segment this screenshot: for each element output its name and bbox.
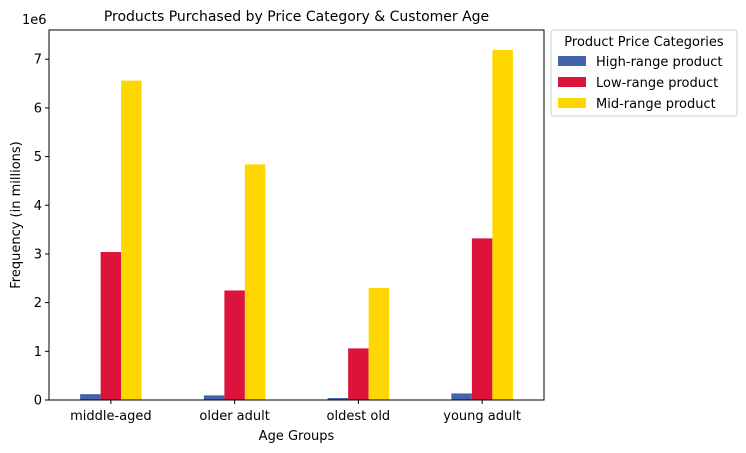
- chart-title: Products Purchased by Price Category & C…: [104, 9, 489, 25]
- bar-young-adult-3: [492, 49, 513, 401]
- legend-items: High-range product Low-range product Mid-r…: [558, 55, 723, 112]
- bar-young-adult-2: [471, 238, 493, 400]
- legend-swatch: [558, 98, 586, 108]
- bars-group: [80, 49, 513, 401]
- y-tick-label: 3: [34, 247, 42, 262]
- y-axis-label: Frequency (in millions): [9, 141, 24, 289]
- legend-swatch: [558, 56, 586, 66]
- legend-label: High-range product: [596, 55, 723, 70]
- bar-oldest-old-1: [327, 398, 349, 400]
- bar-middle-aged-3: [121, 80, 142, 400]
- bar-oldest-old-2: [348, 348, 369, 400]
- y-tick-label: 4: [34, 199, 42, 214]
- bar-middle-aged-2: [100, 252, 122, 400]
- legend-box: [550, 29, 738, 117]
- legend-swatch: [558, 77, 586, 87]
- legend: Product Price Categories High-range prod…: [550, 29, 738, 117]
- bar-older-adult-1: [203, 395, 225, 401]
- x-tick-label: young adult: [443, 409, 521, 424]
- x-ticks-group: middle-aged older adult oldest old young ad…: [70, 400, 521, 424]
- bar-young-adult-1: [451, 393, 472, 400]
- y-tick-label: 1: [34, 345, 42, 360]
- x-tick-label: middle-aged: [70, 409, 152, 424]
- y-ticks-group: 0 1 2 3 4 5 6 7: [34, 53, 49, 409]
- legend-label: Mid-range product: [596, 97, 716, 112]
- y-offset-text: 1e6: [22, 13, 47, 28]
- bar-oldest-old-3: [368, 288, 390, 400]
- bar-older-adult-3: [244, 164, 266, 400]
- x-tick-label: oldest old: [327, 409, 391, 424]
- bar-older-adult-2: [224, 290, 245, 400]
- plot-frame: [48, 29, 545, 401]
- legend-label: Low-range product: [596, 76, 718, 91]
- y-tick-label: 2: [34, 296, 42, 311]
- y-tick-label: 0: [34, 394, 42, 409]
- bar-middle-aged-1: [80, 394, 101, 400]
- y-tick-label: 5: [34, 150, 42, 165]
- x-tick-label: older adult: [199, 409, 269, 424]
- y-tick-label: 6: [34, 101, 42, 116]
- x-axis-label: Age Groups: [259, 429, 335, 444]
- y-tick-label: 7: [34, 53, 42, 68]
- legend-title: Product Price Categories: [564, 35, 724, 50]
